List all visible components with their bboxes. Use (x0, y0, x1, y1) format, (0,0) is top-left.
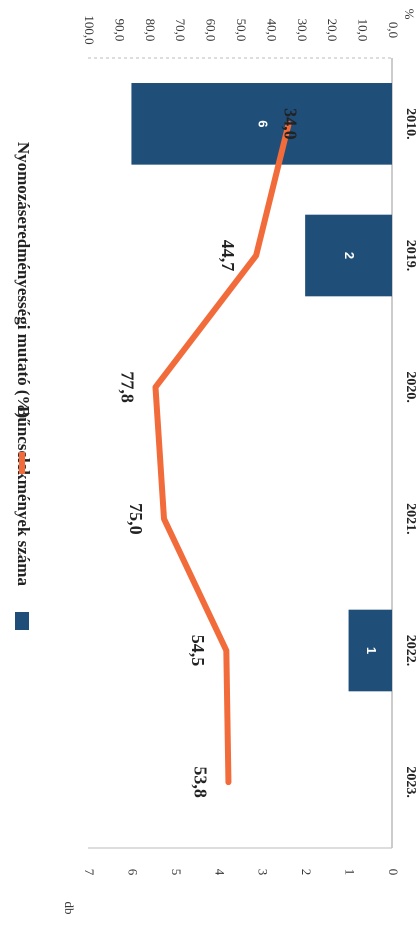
right-axis-tick-label: 10,0 (356, 19, 371, 42)
right-axis-tick-label: 30,0 (295, 19, 310, 42)
left-axis-tick-label: 7 (82, 869, 97, 876)
bar-value-label: 1 (364, 647, 379, 654)
category-label: 2019. (403, 240, 418, 272)
line-value-label: 54,5 (188, 635, 208, 667)
left-axis-tick-label: 3 (256, 869, 271, 876)
right-axis-tick-label: 80,0 (143, 19, 158, 42)
left-axis-tick-label: 0 (386, 869, 401, 876)
legend-label-line: Nyomozáseredményességi mutató (%) (14, 142, 33, 418)
legend: Bűncselekmények számaNyomozáseredményess… (14, 142, 33, 630)
right-axis-tick-label: 60,0 (204, 19, 219, 42)
right-axis-tick-label: 0,0 (386, 22, 401, 38)
line-value-label: 75,0 (126, 503, 146, 535)
legend-swatch-bars (15, 612, 29, 630)
line-series (152, 120, 292, 786)
right-axis-tick-label: 40,0 (264, 19, 279, 42)
right-axis-tick-label: 100,0 (82, 15, 97, 44)
bar (131, 83, 392, 165)
right-axis-tick-label: 90,0 (112, 19, 127, 42)
right-axis-tick-label: 20,0 (325, 19, 340, 42)
left-axis-tick-label: 2 (299, 869, 314, 876)
category-label: 2023. (403, 766, 418, 798)
category-label: 2020. (403, 371, 418, 403)
right-axis-unit-label: % (402, 9, 417, 20)
bar-value-label: 6 (255, 120, 270, 127)
left-axis-tick-label: 5 (169, 869, 184, 876)
plot-area: 0 1 2 3 4 5 6 7 db 0,0 10,0 20,0 30,0 40,0 50,0 60,0 70,… (14, 9, 418, 915)
line-value-label: 44,7 (218, 240, 238, 272)
legend-label-bars: Bűncselekmények száma (14, 406, 33, 586)
left-axis-unit-label: db (62, 902, 77, 915)
left-axis-tick-label: 4 (212, 869, 227, 876)
right-axis-tick-label: 70,0 (173, 19, 188, 42)
bar (348, 609, 392, 692)
left-axis-tick-label: 1 (343, 869, 358, 876)
line-value-label: 34,0 (281, 108, 301, 140)
left-axis-tick-label: 6 (125, 869, 140, 876)
category-label: 2021. (403, 503, 418, 535)
bar (305, 214, 392, 297)
line-value-label: 53,8 (190, 766, 210, 798)
category-label: 2010. (403, 108, 418, 140)
category-label: 2022. (403, 635, 418, 667)
line-value-label: 77,8 (117, 371, 137, 403)
right-axis-tick-label: 50,0 (234, 19, 249, 42)
bar-value-label: 2 (342, 252, 357, 259)
